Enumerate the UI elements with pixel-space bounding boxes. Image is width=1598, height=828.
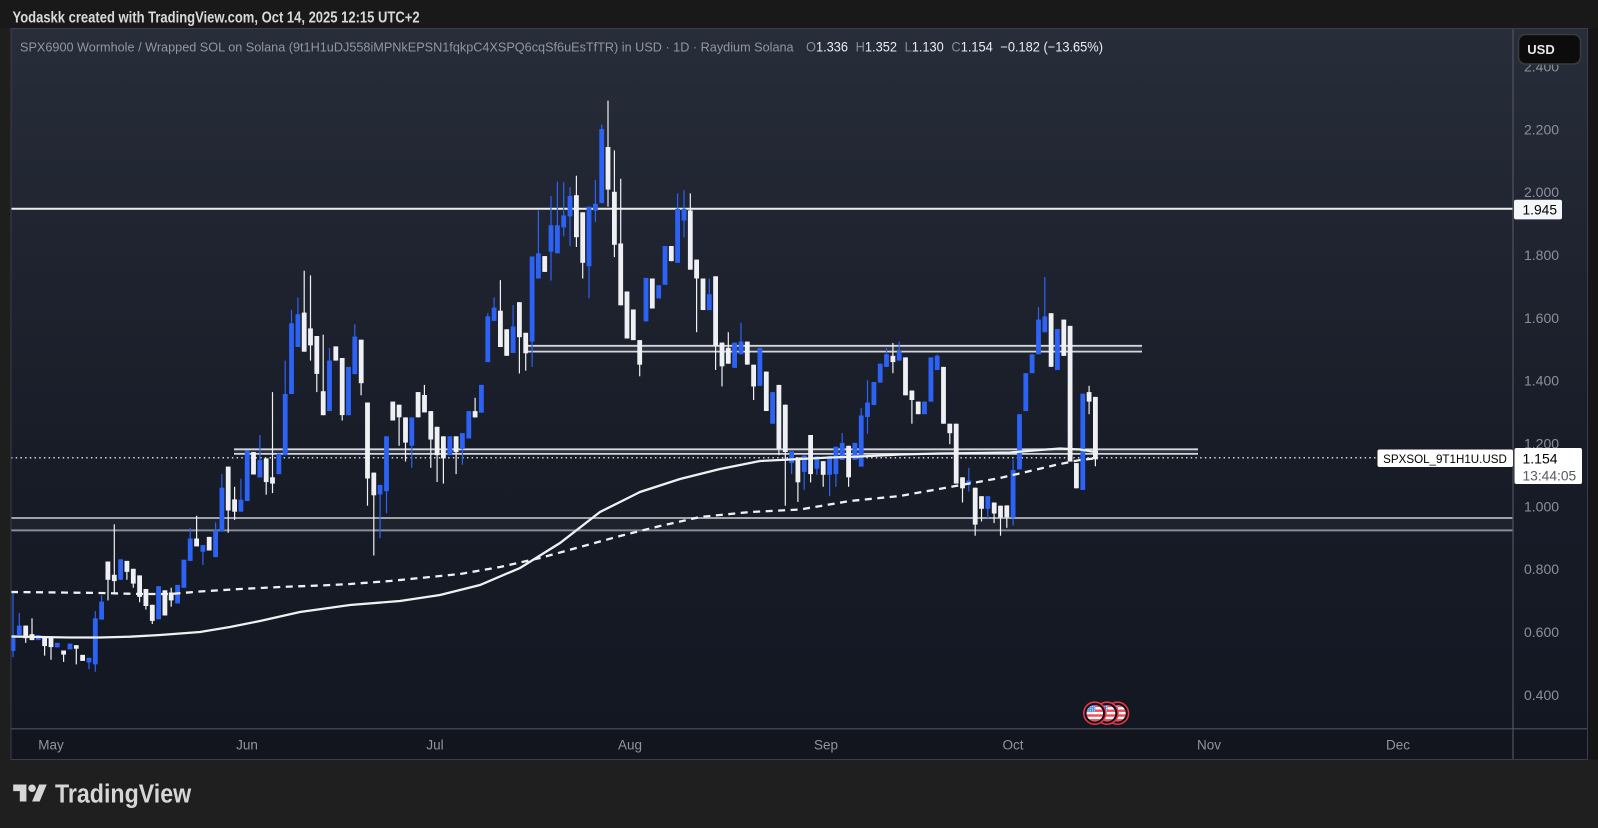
svg-text:13:44:05: 13:44:05 — [1523, 468, 1577, 483]
svg-text:Aug: Aug — [618, 738, 642, 753]
svg-text:Sep: Sep — [814, 738, 838, 753]
svg-text:SPX6900 Wormhole / Wrapped SOL: SPX6900 Wormhole / Wrapped SOL on Solana… — [20, 39, 794, 54]
svg-text:1.400: 1.400 — [1524, 373, 1559, 389]
svg-text:May: May — [38, 738, 64, 753]
svg-text:1.600: 1.600 — [1524, 310, 1559, 326]
svg-text:2.200: 2.200 — [1524, 121, 1559, 137]
svg-text:USD: USD — [1527, 42, 1554, 57]
svg-text:1.945: 1.945 — [1523, 203, 1558, 218]
svg-text:1.800: 1.800 — [1524, 247, 1559, 263]
svg-text:Jul: Jul — [426, 738, 443, 753]
svg-text:Oct: Oct — [1002, 738, 1023, 753]
svg-text:1.154: 1.154 — [1523, 451, 1558, 467]
svg-text:Dec: Dec — [1386, 738, 1410, 753]
svg-text:0.600: 0.600 — [1524, 624, 1559, 640]
svg-text:Yodaskk created with TradingVi: Yodaskk created with TradingView.com, Oc… — [13, 10, 420, 27]
svg-text:0.400: 0.400 — [1524, 687, 1559, 703]
svg-text:0.800: 0.800 — [1524, 561, 1559, 577]
svg-text:2.000: 2.000 — [1524, 184, 1559, 200]
svg-text:TradingView: TradingView — [55, 781, 191, 809]
svg-text:1.000: 1.000 — [1524, 498, 1559, 514]
svg-text:SPXSOL_9T1H1U.USD: SPXSOL_9T1H1U.USD — [1383, 453, 1507, 466]
svg-text:1.200: 1.200 — [1524, 436, 1559, 452]
svg-text:Nov: Nov — [1197, 738, 1221, 753]
svg-text:Jun: Jun — [236, 738, 258, 753]
